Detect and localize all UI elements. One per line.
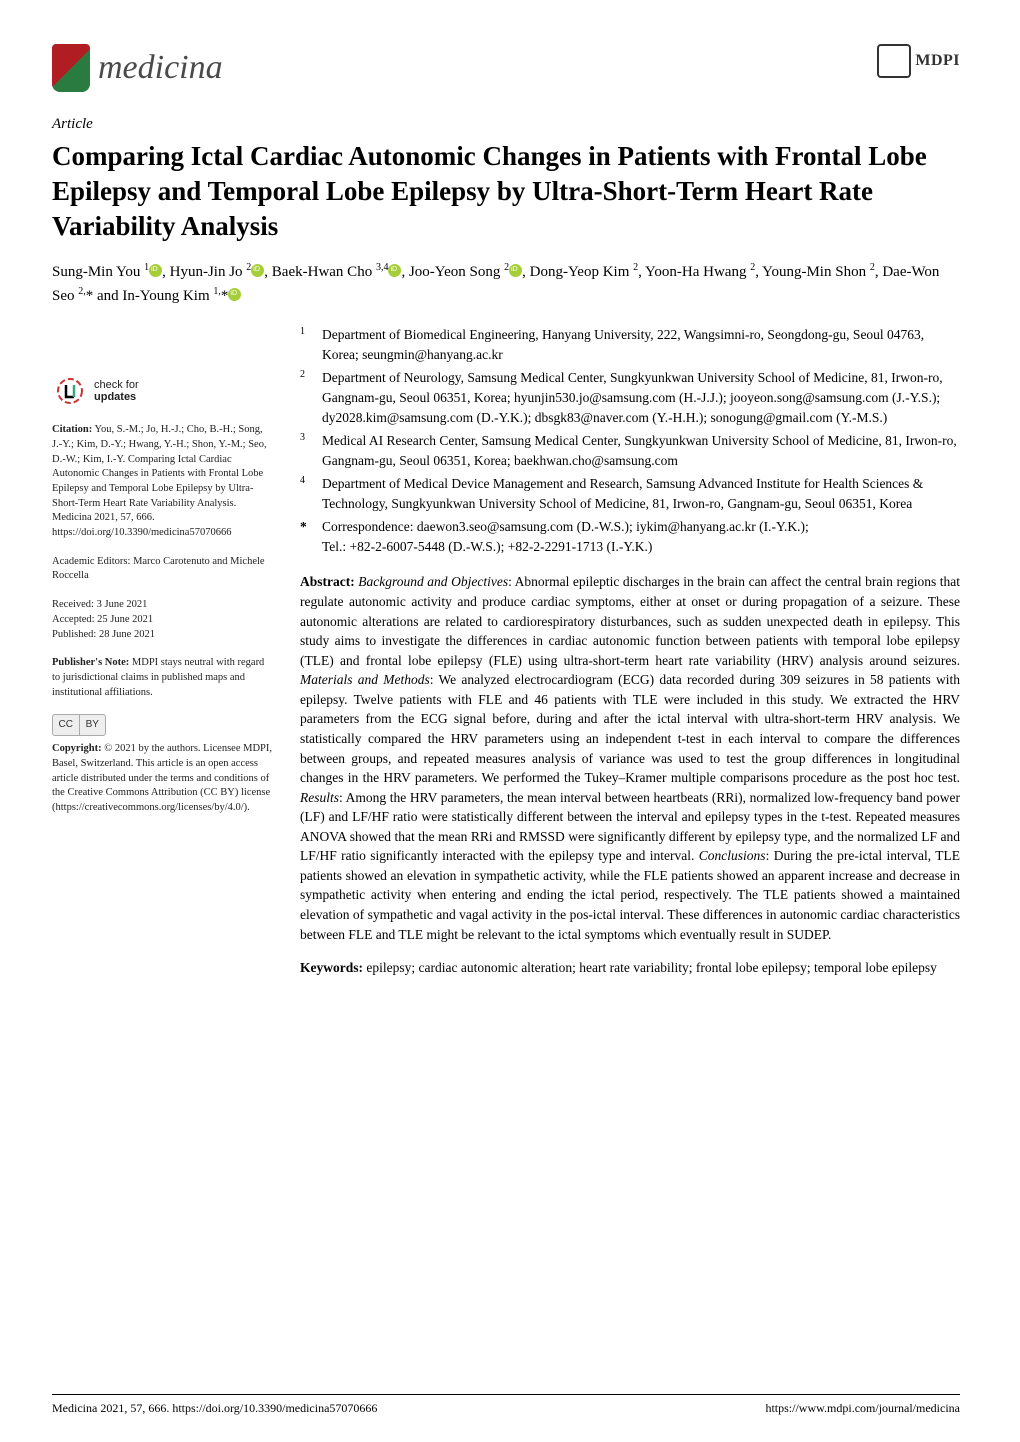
author-list: Sung-Min You 1, Hyun-Jin Jo 2, Baek-Hwan…: [52, 260, 960, 307]
keywords-text: epilepsy; cardiac autonomic alteration; …: [366, 960, 937, 975]
page-footer: Medicina 2021, 57, 666. https://doi.org/…: [52, 1394, 960, 1416]
abstract-text: : We analyzed electrocardiogram (ECG) da…: [300, 672, 960, 785]
affiliation-number: 1: [300, 325, 312, 364]
abstract-heading: Results: [300, 790, 339, 805]
affiliation-row: 1 Department of Biomedical Engineering, …: [300, 325, 960, 364]
date-received: Received: 3 June 2021: [52, 598, 272, 613]
check-for-updates[interactable]: check for updates: [52, 373, 272, 409]
date-accepted: Accepted: 25 June 2021: [52, 613, 272, 628]
author-text: Sung-Min You 1, Hyun-Jin Jo 2, Baek-Hwan…: [52, 264, 939, 304]
date-published: Published: 28 June 2021: [52, 628, 272, 643]
publishers-note: Publisher's Note: MDPI stays neutral wit…: [52, 656, 272, 700]
abstract: Abstract: Background and Objectives: Abn…: [300, 572, 960, 944]
orcid-icon: [228, 288, 241, 301]
cc-by-icon: CC BY: [52, 714, 106, 736]
affiliation-number: 2: [300, 368, 312, 427]
orcid-icon: [509, 264, 522, 277]
affiliation-number: 3: [300, 431, 312, 470]
orcid-icon: [149, 264, 162, 277]
editors-label: Academic Editors:: [52, 556, 130, 567]
affiliations: 1 Department of Biomedical Engineering, …: [300, 325, 960, 556]
affiliation-row: 3 Medical AI Research Center, Samsung Me…: [300, 431, 960, 470]
citation-text: You, S.-M.; Jo, H.-J.; Cho, B.-H.; Song,…: [52, 424, 267, 538]
abstract-heading: Materials and Methods: [300, 672, 430, 687]
journal-logo: medicina: [52, 44, 223, 92]
keywords-label: Keywords:: [300, 960, 363, 975]
abstract-heading: Conclusions: [699, 848, 766, 863]
publication-dates: Received: 3 June 2021 Accepted: 25 June …: [52, 598, 272, 642]
affiliation-row: 2 Department of Neurology, Samsung Medic…: [300, 368, 960, 427]
orcid-icon: [251, 264, 264, 277]
correspondence-text: Correspondence: daewon3.seo@samsung.com …: [322, 517, 960, 556]
mdpi-mark-icon: [877, 44, 911, 78]
check-updates-label: check for updates: [94, 379, 139, 403]
sidebar: check for updates Citation: You, S.-M.; …: [52, 325, 272, 977]
article-title: Comparing Ictal Cardiac Autonomic Change…: [52, 139, 960, 244]
footer-right: https://www.mdpi.com/journal/medicina: [765, 1401, 960, 1416]
citation-block: Citation: You, S.-M.; Jo, H.-J.; Cho, B.…: [52, 423, 272, 541]
correspondence-star: *: [300, 517, 312, 556]
affiliation-text: Medical AI Research Center, Samsung Medi…: [322, 431, 960, 470]
crest-icon: [52, 44, 90, 92]
academic-editors: Academic Editors: Marco Carotenuto and M…: [52, 555, 272, 584]
keywords: Keywords: epilepsy; cardiac autonomic al…: [300, 958, 960, 978]
page-header: medicina MDPI: [52, 44, 960, 92]
journal-name: medicina: [98, 49, 223, 87]
main-content: 1 Department of Biomedical Engineering, …: [300, 325, 960, 977]
orcid-icon: [388, 264, 401, 277]
correspondence: * Correspondence: daewon3.seo@samsung.co…: [300, 517, 960, 556]
affiliation-text: Department of Medical Device Management …: [322, 474, 960, 513]
check-updates-icon: [52, 373, 88, 409]
publisher-name: MDPI: [915, 52, 960, 70]
abstract-label: Abstract:: [300, 574, 355, 589]
publisher-logo: MDPI: [877, 44, 960, 78]
copyright-block: Copyright: © 2021 by the authors. Licens…: [52, 742, 272, 815]
affiliation-text: Department of Biomedical Engineering, Ha…: [322, 325, 960, 364]
copyright-label: Copyright:: [52, 743, 102, 754]
affiliation-text: Department of Neurology, Samsung Medical…: [322, 368, 960, 427]
affiliation-number: 4: [300, 474, 312, 513]
pub-note-label: Publisher's Note:: [52, 657, 129, 668]
article-type: Article: [52, 116, 960, 133]
citation-label: Citation:: [52, 424, 92, 435]
footer-left: Medicina 2021, 57, 666. https://doi.org/…: [52, 1401, 377, 1416]
cc-license-badge: CC BY: [52, 714, 272, 736]
affiliation-row: 4 Department of Medical Device Managemen…: [300, 474, 960, 513]
abstract-heading: Background and Objectives: [358, 574, 508, 589]
